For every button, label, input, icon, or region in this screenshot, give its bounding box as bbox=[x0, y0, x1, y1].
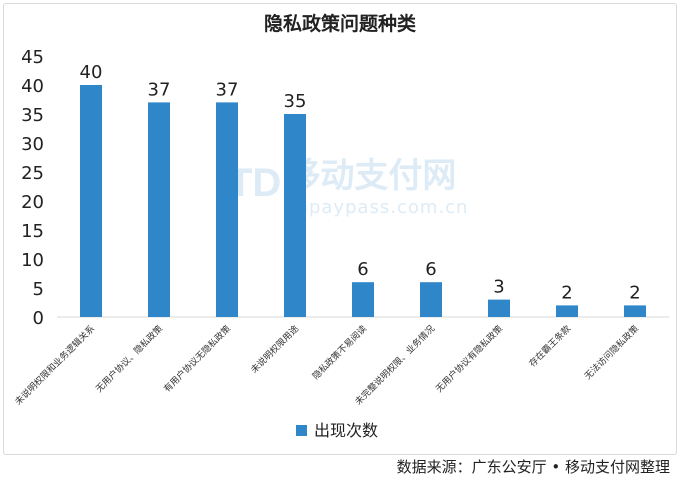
bar bbox=[352, 282, 374, 317]
data-label: 3 bbox=[493, 277, 504, 298]
x-tick-label: 未说明权限和业务逻辑关系 bbox=[12, 323, 97, 408]
chart-frame bbox=[3, 3, 677, 455]
y-tick-label: 5 bbox=[33, 279, 44, 300]
bar bbox=[420, 282, 442, 317]
data-label: 2 bbox=[629, 282, 640, 303]
y-tick-label: 20 bbox=[21, 192, 44, 213]
y-tick-label: 30 bbox=[21, 134, 44, 155]
data-label: 2 bbox=[561, 282, 572, 303]
data-label: 37 bbox=[216, 79, 239, 100]
y-tick-label: 40 bbox=[21, 76, 44, 97]
y-tick-label: 15 bbox=[21, 221, 44, 242]
y-tick-label: 10 bbox=[21, 250, 44, 271]
data-label: 6 bbox=[425, 259, 436, 280]
data-label: 40 bbox=[80, 62, 103, 83]
data-label: 6 bbox=[357, 259, 368, 280]
bar bbox=[488, 299, 510, 317]
bar bbox=[148, 102, 170, 318]
bar bbox=[284, 114, 306, 317]
legend-label: 出现次数 bbox=[314, 421, 378, 440]
bar bbox=[216, 102, 238, 318]
y-tick-label: 0 bbox=[33, 308, 44, 329]
data-label: 35 bbox=[284, 91, 307, 112]
y-tick-label: 45 bbox=[21, 47, 44, 68]
legend-swatch bbox=[296, 425, 307, 436]
x-tick-label: 无用户协议有隐私政策 bbox=[433, 323, 505, 395]
x-tick-label: 存在霸王条款 bbox=[526, 323, 573, 370]
data-label: 37 bbox=[148, 79, 171, 100]
bar bbox=[80, 85, 102, 317]
y-tick-label: 25 bbox=[21, 163, 44, 184]
x-tick-label: 无用户协议、隐私政策 bbox=[93, 323, 165, 395]
x-tick-label: 有用户协议无隐私政策 bbox=[161, 323, 233, 395]
source-note: 数据来源：广东公安厅 • 移动支付网整理 bbox=[396, 458, 670, 476]
x-tick-label: 未完整说明权限、业务情况 bbox=[352, 323, 437, 408]
x-tick-label: 无法访问隐私政策 bbox=[582, 323, 641, 382]
bar bbox=[624, 305, 646, 317]
chart-title: 隐私政策问题种类 bbox=[264, 12, 416, 35]
y-tick-label: 35 bbox=[21, 105, 44, 126]
x-tick-label: 未说明权限用途 bbox=[248, 323, 301, 376]
bar bbox=[556, 305, 578, 317]
x-tick-label: 隐私政策不易阅读 bbox=[310, 323, 369, 382]
